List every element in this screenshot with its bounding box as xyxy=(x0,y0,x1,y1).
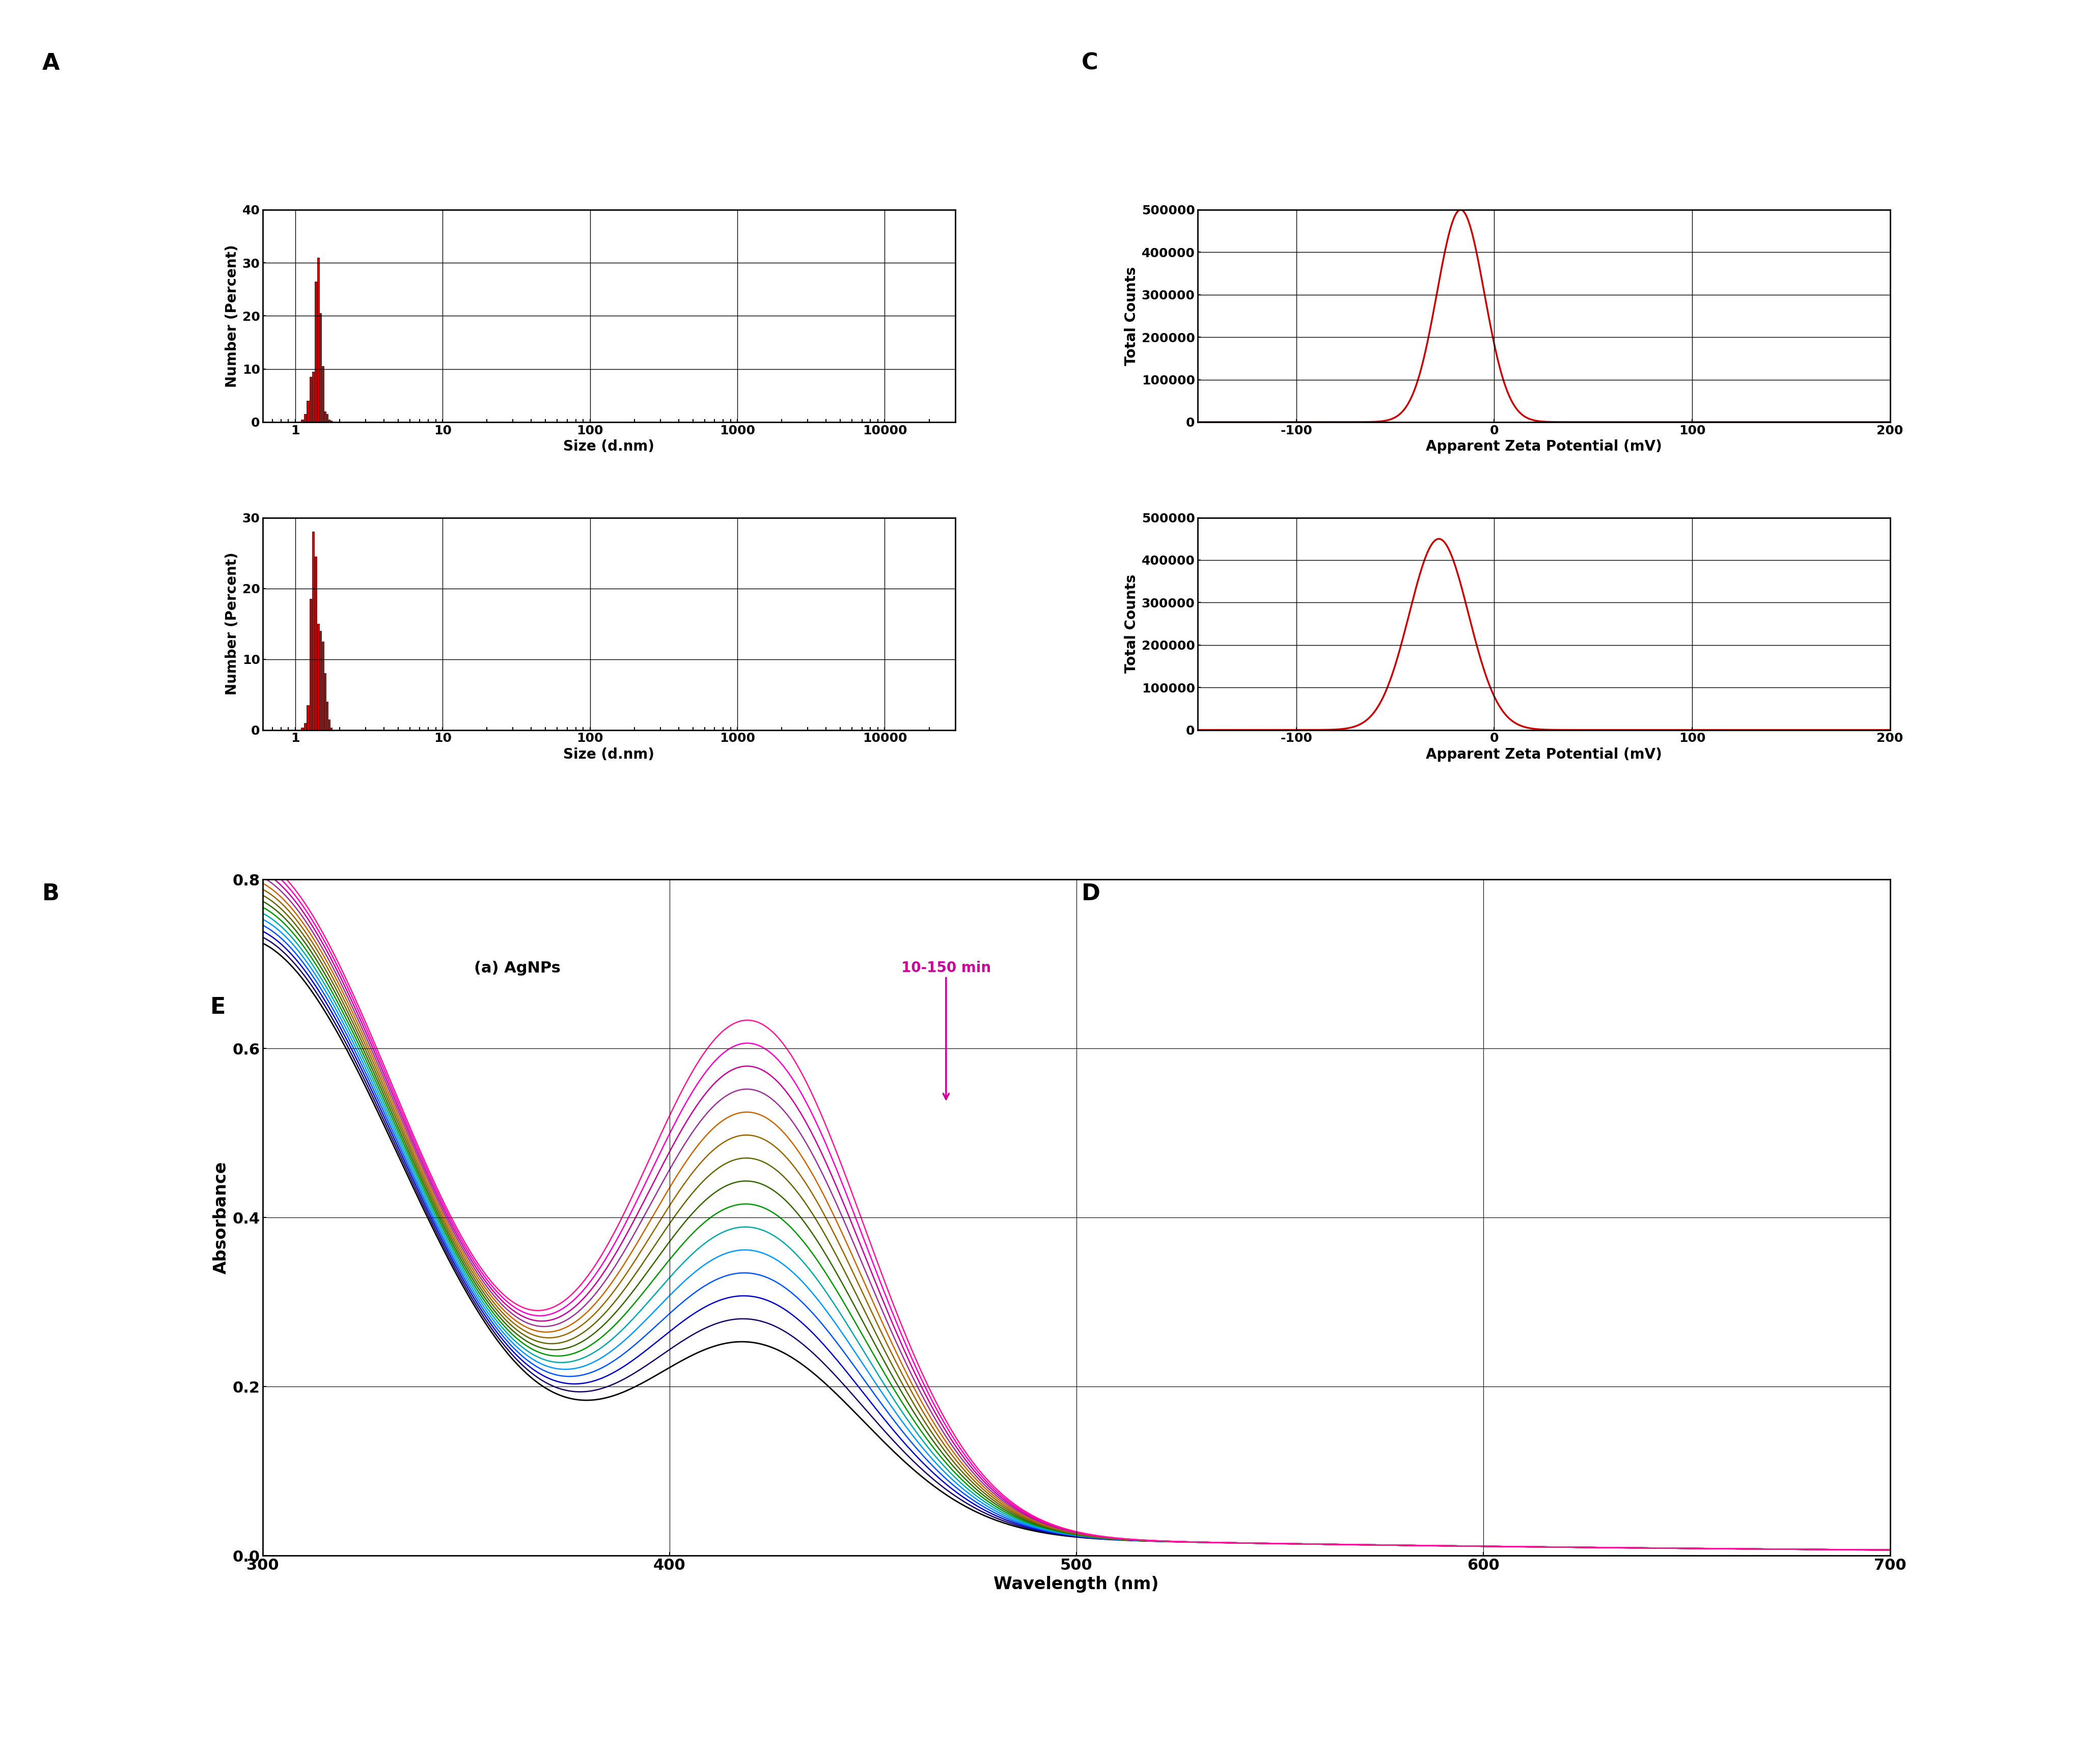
X-axis label: Size (d.nm): Size (d.nm) xyxy=(563,439,655,454)
Bar xyxy=(309,378,311,421)
Bar xyxy=(313,372,315,421)
X-axis label: Size (d.nm): Size (d.nm) xyxy=(563,748,655,762)
Bar xyxy=(313,531,315,731)
Text: 10-150 min: 10-150 min xyxy=(901,961,991,1099)
X-axis label: Apparent Zeta Potential (mV): Apparent Zeta Potential (mV) xyxy=(1426,439,1661,454)
Y-axis label: Total Counts: Total Counts xyxy=(1124,575,1138,673)
Bar xyxy=(304,414,307,421)
Y-axis label: Total Counts: Total Counts xyxy=(1124,266,1138,365)
Text: A: A xyxy=(42,52,59,75)
Bar xyxy=(309,600,311,731)
Y-axis label: Number (Percent): Number (Percent) xyxy=(225,552,239,696)
Text: (a) AgNPs: (a) AgNPs xyxy=(475,961,561,975)
Text: E: E xyxy=(210,996,225,1019)
Bar xyxy=(307,400,309,421)
Bar xyxy=(300,727,302,731)
Text: B: B xyxy=(42,883,59,905)
X-axis label: Apparent Zeta Potential (mV): Apparent Zeta Potential (mV) xyxy=(1426,748,1661,762)
Text: D: D xyxy=(1082,883,1100,905)
Bar xyxy=(307,704,309,731)
Text: C: C xyxy=(1082,52,1098,75)
X-axis label: Wavelength (nm): Wavelength (nm) xyxy=(993,1575,1159,1592)
Y-axis label: Absorbance: Absorbance xyxy=(212,1161,229,1274)
Bar xyxy=(304,724,307,731)
Y-axis label: Number (Percent): Number (Percent) xyxy=(225,245,239,388)
Bar xyxy=(300,420,302,421)
